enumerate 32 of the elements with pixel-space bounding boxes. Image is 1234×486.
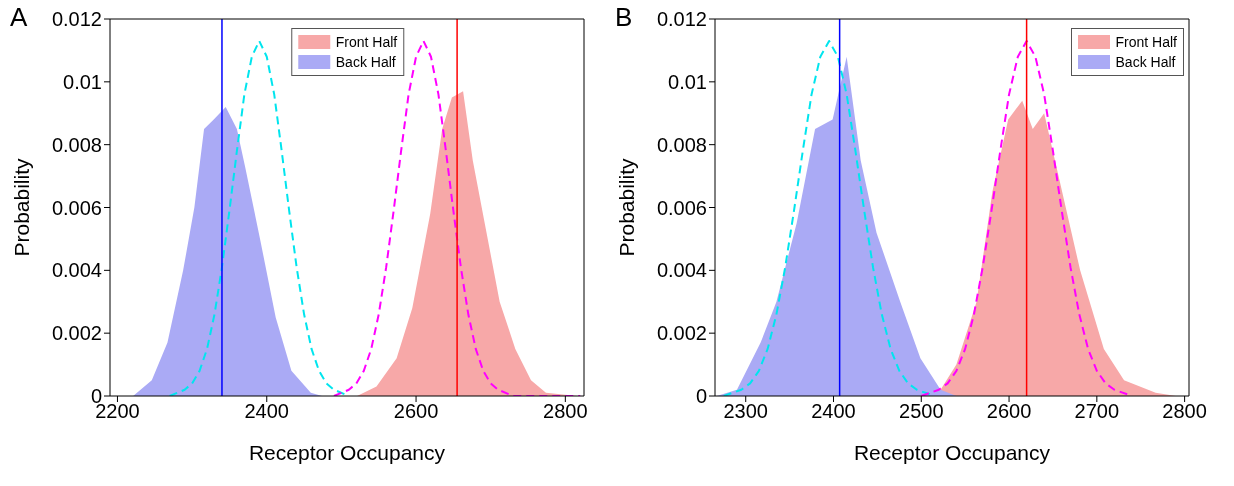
legend-label: Back Half — [335, 53, 396, 72]
x-tick-label: 2800 — [543, 400, 588, 423]
y-tick-label: 0.002 — [51, 322, 102, 345]
y-tick-label: 0.01 — [63, 70, 102, 93]
x-tick-label: 2400 — [244, 400, 290, 423]
y-tick-label: 0.004 — [656, 259, 707, 282]
x-tick-label: 2300 — [723, 400, 768, 423]
y-tick-label: 0.002 — [656, 322, 707, 345]
y-axis-title: Probability — [10, 157, 34, 257]
legend-label: Front Half — [1115, 33, 1177, 52]
y-tick-label: 0.006 — [51, 196, 102, 219]
x-tick-label: 2800 — [1162, 400, 1207, 423]
x-axis-title: Receptor Occupancy — [248, 441, 446, 464]
x-tick-label: 2500 — [899, 400, 944, 423]
chart-title: A — [10, 2, 28, 33]
y-axis-title: Probability — [615, 157, 639, 257]
x-tick-label: 2600 — [986, 400, 1032, 423]
y-tick-label: 0.006 — [656, 196, 707, 219]
y-tick-label: 0.004 — [51, 259, 102, 282]
y-tick-label: 0.008 — [656, 133, 707, 156]
legend-label: Back Half — [1115, 53, 1176, 72]
y-tick-label: 0.012 — [656, 8, 707, 31]
y-tick-label: 0.008 — [51, 133, 102, 156]
legend-label: Front Half — [335, 33, 398, 52]
x-tick-label: 2600 — [393, 400, 439, 423]
x-tick-label: 2700 — [1074, 400, 1120, 423]
y-tick-label: 0.012 — [51, 8, 102, 31]
y-tick-label: 0 — [695, 385, 707, 408]
x-tick-label: 2400 — [811, 400, 856, 423]
y-tick-label: 0.01 — [668, 70, 707, 93]
x-axis-title: Receptor Occupancy — [853, 441, 1051, 464]
chart-title: B — [615, 2, 633, 33]
